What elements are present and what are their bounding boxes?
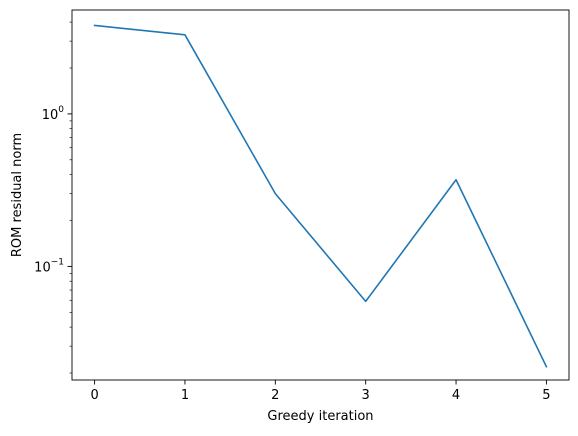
y-axis-label: ROM residual norm bbox=[10, 133, 25, 257]
x-tick-label-1: 1 bbox=[181, 388, 189, 403]
x-tick-label-3: 3 bbox=[362, 388, 370, 403]
series-line-0 bbox=[93, 24, 548, 368]
x-tick-label-0: 0 bbox=[90, 388, 98, 403]
x-tick-label-5: 5 bbox=[542, 388, 550, 403]
x-axis-label: Greedy iteration bbox=[267, 409, 373, 424]
plot-frame bbox=[71, 9, 570, 381]
y-tick-label-1: 10−1 bbox=[34, 257, 64, 275]
x-tick-label-2: 2 bbox=[271, 388, 279, 403]
y-tick-label-0: 100 bbox=[42, 105, 65, 123]
axis-ticks bbox=[67, 113, 547, 385]
series-layer bbox=[93, 24, 548, 368]
tick-labels: 0 1 2 3 4 5 100 10−1 bbox=[34, 105, 550, 403]
x-tick-label-4: 4 bbox=[452, 388, 460, 403]
